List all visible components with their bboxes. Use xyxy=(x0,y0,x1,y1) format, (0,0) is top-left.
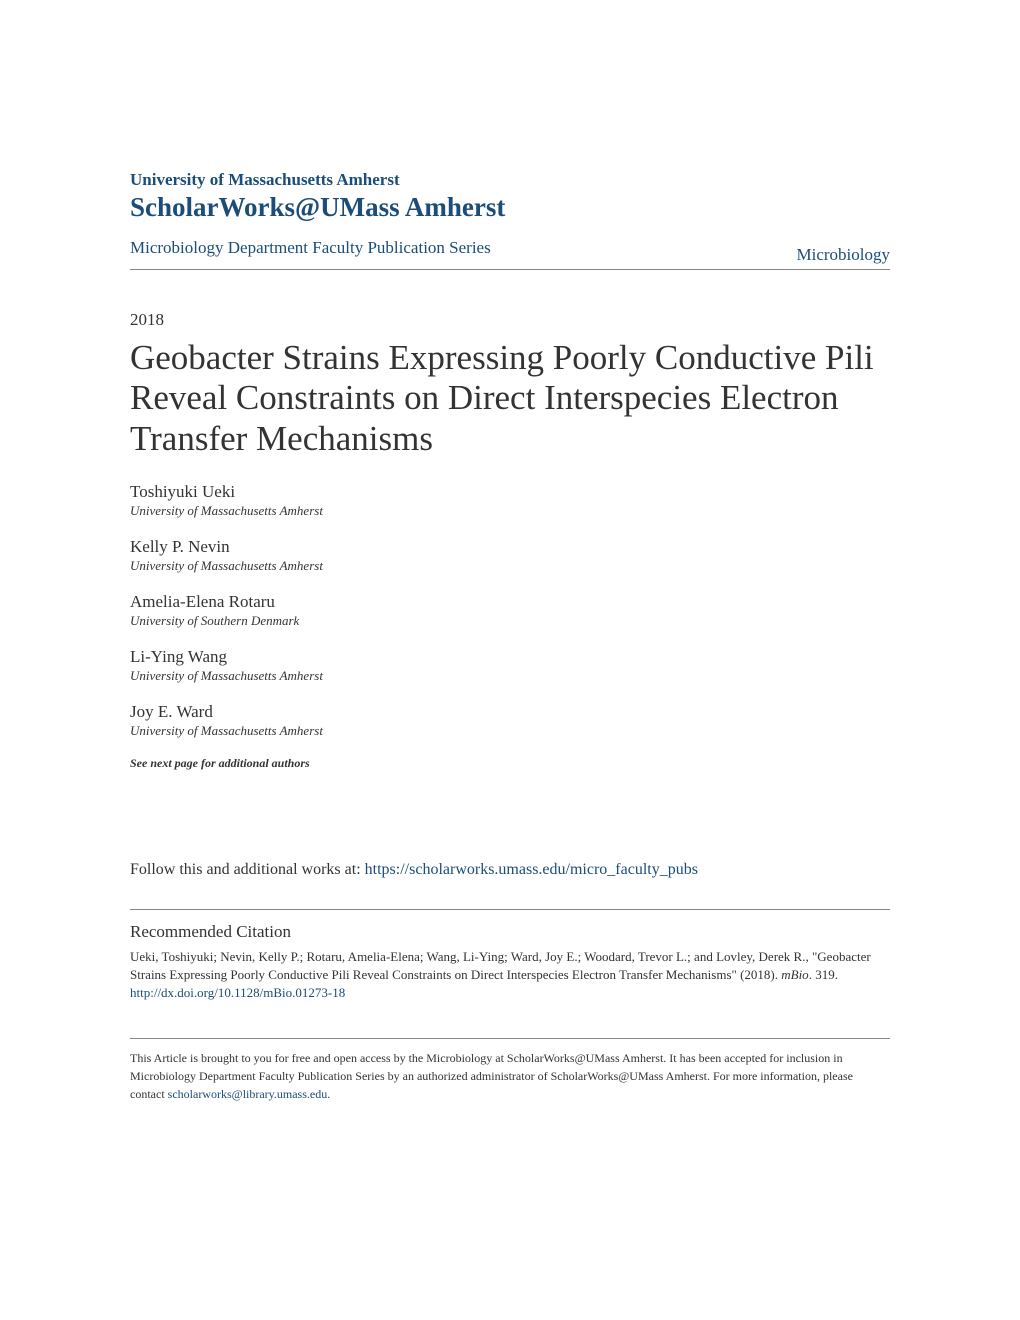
scholarworks-title[interactable]: ScholarWorks@UMass Amherst xyxy=(130,192,890,223)
breadcrumb-department[interactable]: Microbiology xyxy=(797,237,891,265)
footer-email-link[interactable]: scholarworks@library.umass.edu xyxy=(168,1087,328,1101)
citation-section: Recommended Citation Ueki, Toshiyuki; Ne… xyxy=(130,909,890,1003)
citation-text: Ueki, Toshiyuki; Nevin, Kelly P.; Rotaru… xyxy=(130,949,871,982)
see-next-page: See next page for additional authors xyxy=(130,756,890,771)
citation-body: Ueki, Toshiyuki; Nevin, Kelly P.; Rotaru… xyxy=(130,948,890,984)
author-name: Amelia-Elena Rotaru xyxy=(130,591,890,613)
institution-name[interactable]: University of Massachusetts Amherst xyxy=(130,170,890,190)
author-block: Toshiyuki Ueki University of Massachuset… xyxy=(130,481,890,520)
follow-section: Follow this and additional works at: htt… xyxy=(130,861,890,879)
citation-suffix: . 319. xyxy=(809,967,838,982)
breadcrumb-row: Microbiology Department Faculty Publicat… xyxy=(130,237,890,270)
author-block: Li-Ying Wang University of Massachusetts… xyxy=(130,646,890,685)
author-block: Joy E. Ward University of Massachusetts … xyxy=(130,701,890,740)
footer-period: . xyxy=(327,1087,330,1101)
citation-journal: mBio xyxy=(781,967,808,982)
author-name: Kelly P. Nevin xyxy=(130,536,890,558)
follow-prefix: Follow this and additional works at: xyxy=(130,861,365,878)
author-affiliation: University of Southern Denmark xyxy=(130,613,890,630)
breadcrumb-series[interactable]: Microbiology Department Faculty Publicat… xyxy=(130,237,491,260)
author-block: Kelly P. Nevin University of Massachuset… xyxy=(130,536,890,575)
author-affiliation: University of Massachusetts Amherst xyxy=(130,503,890,520)
author-name: Li-Ying Wang xyxy=(130,646,890,668)
author-affiliation: University of Massachusetts Amherst xyxy=(130,668,890,685)
author-affiliation: University of Massachusetts Amherst xyxy=(130,558,890,575)
author-name: Joy E. Ward xyxy=(130,701,890,723)
author-name: Toshiyuki Ueki xyxy=(130,481,890,503)
footer-section: This Article is brought to you for free … xyxy=(130,1038,890,1103)
citation-doi-link[interactable]: http://dx.doi.org/10.1128/mBio.01273-18 xyxy=(130,984,890,1002)
publication-year: 2018 xyxy=(130,310,890,330)
article-title: Geobacter Strains Expressing Poorly Cond… xyxy=(130,338,890,459)
follow-link[interactable]: https://scholarworks.umass.edu/micro_fac… xyxy=(365,861,698,878)
citation-heading: Recommended Citation xyxy=(130,922,890,942)
author-block: Amelia-Elena Rotaru University of Southe… xyxy=(130,591,890,630)
author-affiliation: University of Massachusetts Amherst xyxy=(130,723,890,740)
